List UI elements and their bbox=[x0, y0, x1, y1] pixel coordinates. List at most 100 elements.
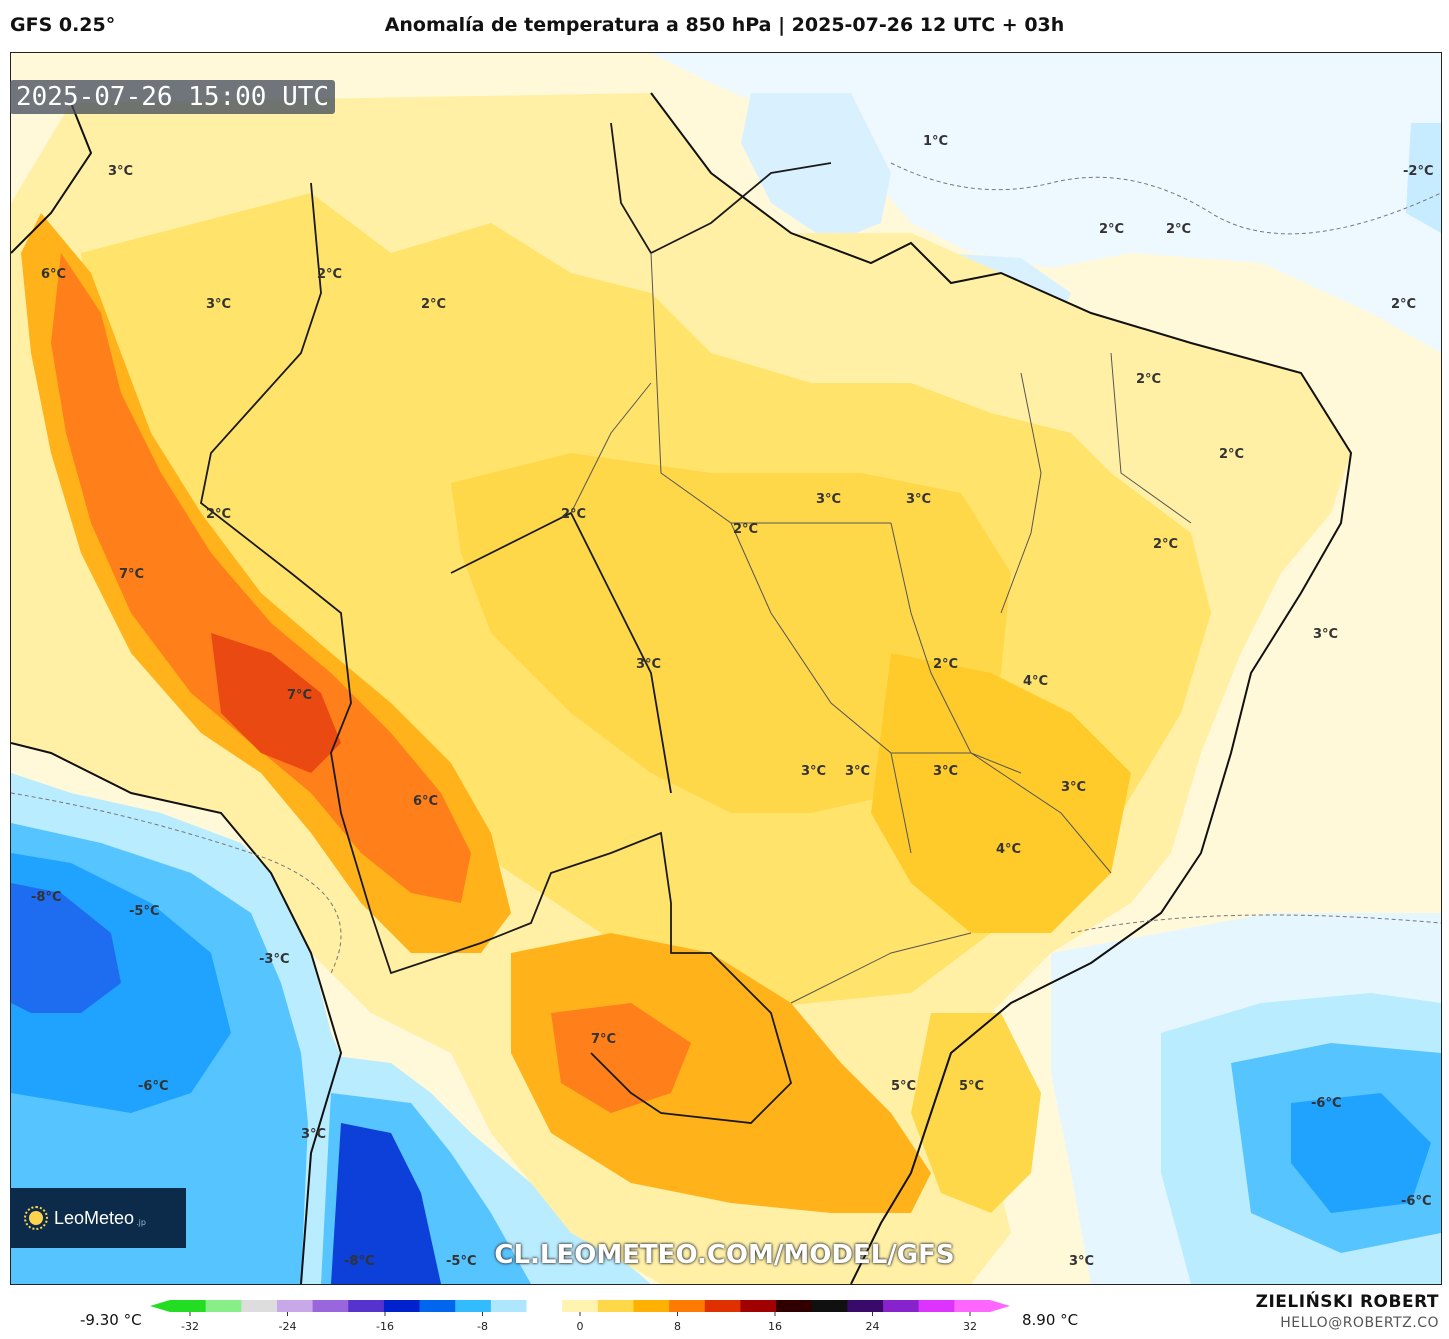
colorbar-segment bbox=[918, 1300, 955, 1312]
colorbar-min-label: -9.30 °C bbox=[80, 1311, 142, 1329]
map-value-label: -6°C bbox=[138, 1079, 168, 1094]
cold-area-south-atlantic-inner bbox=[1291, 1093, 1431, 1213]
map-frame[interactable]: 1°C -2°C 3°C 6°C 2°C 3°C 2°C 2°C 2°C 2°C 2°C 2°C 3°C… bbox=[10, 52, 1442, 1285]
map-value-label: -8°C bbox=[31, 890, 61, 905]
map-value-label: 2°C bbox=[1166, 222, 1191, 237]
map-value-label: 7°C bbox=[119, 567, 144, 582]
colorbar-ticks: -32 -24 -16 -8 0 8 16 24 32 bbox=[181, 1312, 977, 1333]
colorbar-segment bbox=[954, 1300, 991, 1312]
map-value-label: 4°C bbox=[1023, 674, 1048, 689]
author-email: HELLO@ROBERTZ.CO bbox=[1280, 1315, 1439, 1331]
anomaly-map[interactable]: 1°C -2°C 3°C 6°C 2°C 3°C 2°C 2°C 2°C 2°C 2°C 2°C 3°C… bbox=[11, 53, 1441, 1284]
colorbar-segment bbox=[205, 1300, 242, 1312]
colorbar-segment bbox=[526, 1300, 563, 1312]
map-value-label: 3°C bbox=[933, 764, 958, 779]
map-value-label: 3°C bbox=[301, 1127, 326, 1142]
map-value-label: 3°C bbox=[636, 657, 661, 672]
map-value-label: 7°C bbox=[591, 1032, 616, 1047]
map-value-label: -5°C bbox=[446, 1254, 476, 1269]
map-value-label: -2°C bbox=[1403, 164, 1433, 179]
logo-brand: LeoMeteo bbox=[54, 1207, 135, 1228]
isotherm-dashed-3 bbox=[890, 162, 1441, 235]
map-value-label: 2°C bbox=[733, 522, 758, 537]
map-value-label: 6°C bbox=[41, 267, 66, 282]
map-value-label: 3°C bbox=[801, 764, 826, 779]
map-value-label: 1°C bbox=[923, 134, 948, 149]
sun-icon bbox=[24, 1206, 48, 1230]
map-value-label: 3°C bbox=[1313, 627, 1338, 642]
map-value-label: 3°C bbox=[206, 297, 231, 312]
map-value-label: 3°C bbox=[1069, 1254, 1094, 1269]
colorbar-segment bbox=[348, 1300, 385, 1312]
map-value-label: 2°C bbox=[317, 267, 342, 282]
colorbar-max-arrow bbox=[990, 1300, 1010, 1312]
watermark-url: CL.LEOMETEO.COM/MODEL/GFS bbox=[494, 1240, 955, 1270]
map-value-label: -6°C bbox=[1311, 1096, 1341, 1111]
colorbar-segment bbox=[490, 1300, 528, 1312]
colorbar-min-arrow bbox=[150, 1300, 170, 1312]
colorbar-tick-label: -32 bbox=[181, 1320, 199, 1333]
colorbar-segment bbox=[170, 1300, 207, 1312]
warm-area-atlantic-south bbox=[911, 1013, 1041, 1213]
hot-area-paraguay-core bbox=[551, 1003, 691, 1113]
colorbar-segment bbox=[455, 1300, 492, 1312]
map-value-label: 2°C bbox=[1391, 297, 1416, 312]
colorbar-segments bbox=[150, 1300, 1010, 1312]
isotherm-dashed-2 bbox=[1070, 914, 1441, 934]
map-labels: 1°C -2°C 3°C 6°C 2°C 3°C 2°C 2°C 2°C 2°C 2°C 2°C 3°C… bbox=[31, 134, 1433, 1269]
colorbar-segment bbox=[312, 1300, 349, 1312]
author-name: ZIELIŃSKI ROBERT bbox=[1255, 1292, 1439, 1312]
warm-area-central bbox=[451, 453, 1011, 813]
map-value-label: 2°C bbox=[206, 507, 231, 522]
colorbar-tick-label: 32 bbox=[963, 1320, 977, 1333]
colorbar-segment bbox=[883, 1300, 920, 1312]
colorbar-segment bbox=[276, 1300, 314, 1312]
country-borders bbox=[200, 122, 832, 1124]
light-blue-patch-ne bbox=[741, 93, 891, 243]
light-blue-patch-east bbox=[1406, 123, 1441, 233]
map-value-label: 3°C bbox=[845, 764, 870, 779]
hot-band-andes-core bbox=[211, 633, 341, 773]
colorbar-segment bbox=[633, 1300, 670, 1312]
timestamp-overlay: 2025-07-26 15:00 UTC bbox=[10, 80, 336, 114]
colorbar-segment bbox=[383, 1300, 421, 1312]
isotherm-dashed-1 bbox=[11, 792, 342, 974]
leometeo-logo[interactable]: LeoMeteo .jp bbox=[10, 1188, 186, 1248]
colorbar-segment bbox=[241, 1300, 278, 1312]
map-value-label: 4°C bbox=[996, 842, 1021, 857]
cold-tongue-argentina-deep bbox=[331, 1123, 441, 1284]
colorbar-segment bbox=[847, 1300, 884, 1312]
colorbar-segment bbox=[811, 1300, 848, 1312]
colorbar-segment bbox=[562, 1300, 599, 1312]
map-value-label: 3°C bbox=[906, 492, 931, 507]
map-value-label: 2°C bbox=[561, 507, 586, 522]
map-value-label: 5°C bbox=[891, 1079, 916, 1094]
state-borders bbox=[570, 252, 1192, 1004]
logo-tld: .jp bbox=[136, 1217, 146, 1227]
colorbar-segment bbox=[776, 1300, 813, 1312]
hot-area-paraguay bbox=[511, 933, 931, 1213]
colorbar-tick-label: 0 bbox=[577, 1320, 584, 1333]
map-value-label: 2°C bbox=[1099, 222, 1124, 237]
colorbar-segment bbox=[669, 1300, 706, 1312]
map-value-label: 2°C bbox=[1219, 447, 1244, 462]
map-value-label: 3°C bbox=[816, 492, 841, 507]
map-value-label: 2°C bbox=[421, 297, 446, 312]
colorbar-tick-label: -16 bbox=[376, 1320, 394, 1333]
map-value-label: 6°C bbox=[413, 794, 438, 809]
map-value-label: 2°C bbox=[933, 657, 958, 672]
colorbar-tick-label: -24 bbox=[279, 1320, 297, 1333]
colorbar-segment bbox=[704, 1300, 741, 1312]
coastline bbox=[11, 92, 1353, 1284]
map-value-label: -8°C bbox=[344, 1254, 374, 1269]
colorbar-tick-label: 8 bbox=[674, 1320, 681, 1333]
chart-title: Anomalía de temperatura a 850 hPa | 2025… bbox=[384, 14, 1065, 36]
map-value-label: 2°C bbox=[1136, 372, 1161, 387]
cold-area-pacific-deep bbox=[11, 883, 121, 1013]
colorbar-segment bbox=[597, 1300, 634, 1312]
colorbar: -32 -24 -16 -8 0 8 16 24 32 bbox=[150, 1300, 1010, 1333]
map-value-label: 3°C bbox=[108, 164, 133, 179]
map-value-label: -6°C bbox=[1401, 1194, 1431, 1209]
map-value-label: 3°C bbox=[1061, 780, 1086, 795]
colorbar-tick-label: -8 bbox=[477, 1320, 488, 1333]
